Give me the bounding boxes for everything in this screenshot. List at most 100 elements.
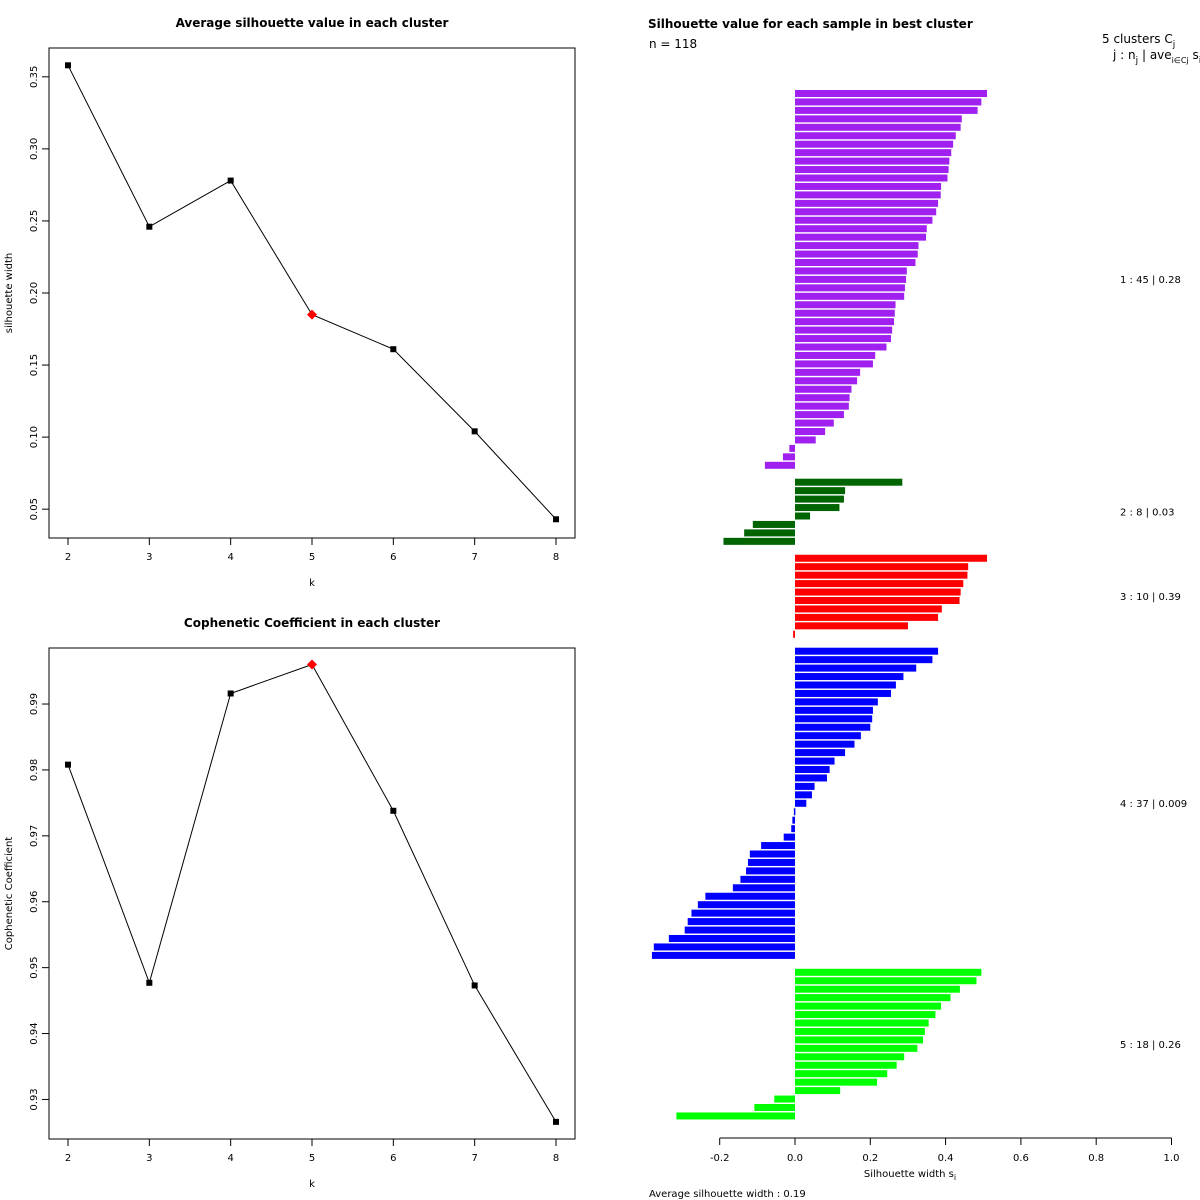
- silhouette-bar: [793, 630, 795, 638]
- silhouette-bar: [795, 1061, 897, 1069]
- silhouette-bar: [795, 318, 895, 326]
- silhouette-bar: [795, 968, 982, 976]
- y-tick-label: 0.10: [29, 426, 40, 448]
- silhouette-bar: [795, 301, 896, 309]
- silhouette-bar: [795, 275, 907, 283]
- n-label: n = 118: [649, 37, 697, 51]
- silhouette-bar: [795, 428, 826, 435]
- series-line: [67, 663, 557, 1123]
- silhouette-bar: [795, 326, 893, 334]
- silhouette-bar: [795, 1036, 924, 1044]
- silhouette-bar: [795, 613, 939, 621]
- silhouette-bar: [795, 1002, 942, 1010]
- silhouette-bar: [795, 208, 937, 216]
- legend-sub-set: i∈Cj: [1172, 56, 1189, 65]
- silhouette-bar: [795, 689, 892, 697]
- legend-sub-ave: | ave: [1138, 48, 1172, 62]
- silhouette-bar: [795, 1027, 925, 1035]
- silhouette-bar: [783, 833, 795, 841]
- y-tick-label: 0.93: [29, 1088, 40, 1110]
- x-tick-label: 0.8: [1088, 1153, 1104, 1164]
- x-tick-label: 2: [65, 552, 71, 563]
- silhouette-bar: [795, 267, 907, 275]
- silhouette-bar: [795, 1078, 878, 1086]
- silhouette-bar: [795, 791, 812, 799]
- x-tick-label: 0.4: [938, 1153, 954, 1164]
- silhouette-bar: [746, 867, 795, 875]
- x-tick-label: 0.6: [1013, 1153, 1029, 1164]
- silhouette-bar: [795, 394, 850, 402]
- silhouette-bar: [795, 1087, 841, 1095]
- y-axis-label: silhouette width: [4, 253, 15, 333]
- silhouette-bar: [684, 926, 795, 934]
- silhouette-bar: [795, 402, 849, 410]
- silhouette-bar: [795, 597, 960, 604]
- silhouette-bar: [795, 436, 816, 444]
- silhouette-bar: [697, 901, 795, 909]
- silhouette-bar: [795, 512, 811, 520]
- chart-title: Silhouette value for each sample in best…: [648, 17, 973, 31]
- x-tick-label: 4: [227, 1153, 233, 1164]
- silhouette-bar: [795, 698, 878, 706]
- silhouette-bar: [795, 478, 903, 486]
- silhouette-bar: [795, 681, 896, 689]
- data-point: [390, 807, 397, 814]
- data-point: [553, 1118, 559, 1125]
- silhouette-bar: [795, 182, 942, 190]
- silhouette-bar: [795, 647, 939, 655]
- x-tick-label: 4: [227, 552, 233, 563]
- y-tick-label: 0.97: [29, 825, 40, 847]
- x-tick-label: -0.2: [710, 1153, 730, 1164]
- silhouette-bar: [795, 259, 916, 266]
- silhouette-bar: [795, 723, 871, 731]
- silhouette-bar: [795, 191, 941, 199]
- silhouette-bar: [795, 250, 918, 258]
- x-tick-label: 5: [309, 1153, 315, 1164]
- silhouette-bar: [793, 808, 796, 816]
- silhouette-bar: [795, 225, 927, 233]
- silhouette-bar: [795, 495, 844, 503]
- silhouette-bar: [795, 715, 873, 723]
- silhouette-bar: [795, 233, 927, 241]
- silhouette-bar: [795, 487, 846, 495]
- silhouette-bar: [795, 292, 905, 300]
- silhouette-bar: [782, 453, 795, 461]
- silhouette-bar: [795, 749, 846, 757]
- silhouette-bar: [795, 411, 844, 419]
- silhouette-bar: [653, 943, 795, 951]
- legend-sub-s: s: [1189, 48, 1199, 62]
- silhouette-bar: [732, 884, 795, 892]
- silhouette-bar: [795, 242, 919, 250]
- cluster-label: 4 : 37 | 0.009: [1120, 799, 1187, 810]
- silhouette-bar: [795, 216, 933, 224]
- silhouette-bar: [795, 580, 964, 588]
- silhouette-bar: [795, 782, 815, 790]
- silhouette-bar: [795, 368, 861, 376]
- y-tick-label: 0.25: [29, 210, 40, 232]
- data-point: [471, 428, 478, 435]
- data-point: [65, 761, 71, 768]
- legend-sub-nj: j: [1135, 56, 1139, 66]
- y-tick-label: 0.05: [29, 498, 40, 520]
- data-point: [146, 223, 153, 230]
- cluster-label: 3 : 10 | 0.39: [1120, 592, 1181, 603]
- data-point: [146, 979, 153, 986]
- silhouette-bar: [687, 918, 795, 926]
- silhouette-bar: [795, 284, 905, 292]
- silhouette-bar: [795, 90, 988, 97]
- chart-title: Average silhouette value in each cluster: [176, 16, 449, 30]
- silhouette-bar: [795, 977, 977, 985]
- silhouette-bar: [795, 994, 951, 1002]
- x-tick-label: 5: [309, 552, 315, 563]
- silhouette-bar: [795, 757, 835, 765]
- legend-header-sub: j: [1172, 40, 1176, 50]
- average-silhouette-footer: Average silhouette width : 0.19: [649, 1189, 806, 1200]
- silhouette-bar: [795, 1019, 929, 1027]
- y-tick-label: 0.30: [29, 138, 40, 160]
- silhouette-bar: [795, 504, 840, 512]
- plot-frame: [48, 47, 576, 539]
- x-tick-label: 7: [471, 1153, 477, 1164]
- x-tick-label: 1.0: [1164, 1153, 1180, 1164]
- x-tick-label: 7: [471, 552, 477, 563]
